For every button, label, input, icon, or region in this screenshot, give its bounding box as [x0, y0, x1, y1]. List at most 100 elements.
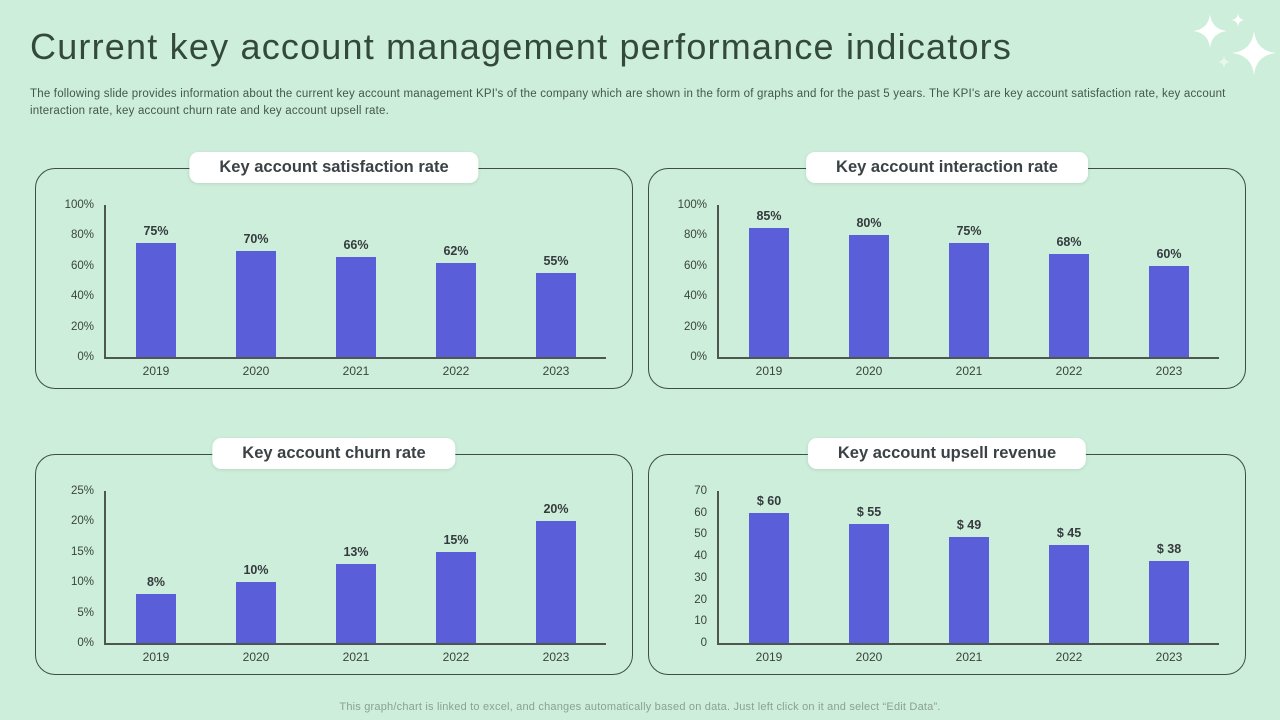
x-axis-tick: 2019 — [755, 364, 783, 378]
y-axis-tick: 0% — [690, 351, 707, 363]
bar — [536, 273, 576, 357]
bar-slot: 68% — [1019, 205, 1119, 357]
bar-value-label: 62% — [443, 243, 469, 258]
page-title: Current key account management performan… — [30, 26, 1013, 67]
bar — [236, 582, 276, 643]
bar-slot: 15% — [406, 491, 506, 643]
x-axis-tick: 2020 — [855, 364, 883, 378]
bar-value-label: 20% — [543, 502, 569, 517]
x-axis-tick: 2023 — [1155, 364, 1183, 378]
chart-title-pill: Key account upsell revenue — [807, 438, 1087, 469]
bar-value-label: 60% — [1156, 246, 1182, 261]
bar-slot: 60% — [1119, 205, 1219, 357]
x-axis-tick: 2022 — [442, 364, 470, 378]
plot-area: $ 60 $ 55 $ 49 $ 45 $ 38 — [717, 491, 1219, 645]
bar-value-label: 70% — [243, 231, 269, 246]
y-axis-tick: 60% — [70, 259, 94, 272]
x-axis: 2019 2020 2021 2022 2023 — [106, 359, 606, 378]
bar-value-label: 80% — [856, 216, 882, 231]
plot-area: 8% 10% 13% 15% 20% — [104, 491, 606, 645]
y-axis: 100% 80% 60% 40% 20% 0% — [669, 199, 717, 363]
y-axis-tick: 40% — [70, 290, 94, 303]
y-axis-tick: 100% — [677, 199, 707, 211]
bar — [1049, 253, 1089, 357]
bar-slot: 62% — [406, 205, 506, 357]
x-axis-tick: 2023 — [1155, 650, 1183, 664]
x-axis-tick: 2021 — [955, 364, 983, 378]
bar-value-label: $ 45 — [1056, 526, 1082, 541]
y-axis: 70 60 50 40 30 20 10 0 — [669, 485, 717, 649]
bar-value-label: $ 38 — [1156, 541, 1182, 556]
x-axis-tick: 2021 — [955, 650, 983, 664]
bar-chart-satisfaction-rate: 100% 80% 60% 40% 20% 0% 75% 70% 66% 62% 55% 2019 202… — [56, 199, 606, 378]
bar-chart-interaction-rate: 100% 80% 60% 40% 20% 0% 85% 80% 75% 68% 60% 2019 202… — [669, 199, 1219, 378]
bar — [949, 243, 989, 357]
y-axis-tick: 0% — [77, 637, 94, 649]
bar-value-label: 15% — [443, 532, 469, 547]
x-axis-tick: 2019 — [142, 650, 170, 664]
bar-value-label: $ 55 — [856, 504, 882, 519]
bar-slot: $ 55 — [819, 491, 919, 643]
x-axis-tick: 2023 — [542, 650, 570, 664]
bar-slot: 80% — [819, 205, 919, 357]
bar-slot: $ 38 — [1119, 491, 1219, 643]
y-axis-tick: 80% — [70, 229, 94, 242]
y-axis-tick: 60% — [683, 259, 707, 272]
bar-value-label: 13% — [343, 544, 369, 559]
sparkle-icon — [1193, 13, 1276, 75]
x-axis-tick: 2021 — [342, 364, 370, 378]
chart-title-pill: Key account satisfaction rate — [189, 152, 479, 183]
bar-slot: $ 60 — [719, 491, 819, 643]
x-axis-tick: 2022 — [442, 650, 470, 664]
x-axis-tick: 2019 — [142, 364, 170, 378]
y-axis-tick: 100% — [64, 199, 94, 211]
bar-slot: 20% — [506, 491, 606, 643]
x-axis-tick: 2023 — [542, 364, 570, 378]
x-axis-tick: 2020 — [855, 650, 883, 664]
bar-value-label: $ 49 — [956, 517, 982, 532]
bar-slot: $ 45 — [1019, 491, 1119, 643]
y-axis: 100% 80% 60% 40% 20% 0% — [56, 199, 104, 363]
y-axis-tick: 0 — [700, 637, 707, 649]
y-axis-tick: 40% — [683, 290, 707, 303]
y-axis-tick: 50 — [694, 528, 707, 541]
y-axis-tick: 20% — [683, 320, 707, 333]
y-axis-tick: 15% — [70, 545, 94, 558]
y-axis-tick: 30 — [694, 571, 707, 584]
plot-area: 85% 80% 75% 68% 60% — [717, 205, 1219, 359]
bar-slot: 66% — [306, 205, 406, 357]
bar-slot: 8% — [106, 491, 206, 643]
chart-title-pill: Key account interaction rate — [806, 152, 1088, 183]
bar-value-label: 75% — [143, 224, 169, 238]
chart-title-pill: Key account churn rate — [212, 438, 456, 469]
y-axis-tick: 60 — [694, 506, 707, 519]
y-axis-tick: 70 — [694, 485, 707, 497]
bar — [336, 563, 376, 643]
y-axis-tick: 20% — [70, 320, 94, 333]
y-axis: 25% 20% 15% 10% 5% 0% — [56, 485, 104, 649]
bar-value-label: 10% — [243, 563, 269, 578]
y-axis-tick: 25% — [70, 485, 94, 497]
bar-value-label: 75% — [956, 224, 982, 238]
bar-value-label: 66% — [343, 237, 369, 252]
plot-area: 75% 70% 66% 62% 55% — [104, 205, 606, 359]
bar — [1149, 265, 1189, 357]
chart-panel-interaction-rate: Key account interaction rate 100% 80% 60% 4… — [648, 152, 1246, 389]
bar-value-label: $ 60 — [756, 493, 782, 508]
bar-slot: 85% — [719, 205, 819, 357]
y-axis-tick: 0% — [77, 351, 94, 363]
bar-chart-upsell-revenue: 70 60 50 40 30 20 10 0 $ 60 $ 55 $ 49 $ 45 $ 38 2019 2… — [669, 485, 1219, 664]
y-axis-tick: 10% — [70, 576, 94, 589]
bar — [436, 262, 476, 357]
x-axis-tick: 2019 — [755, 650, 783, 664]
y-axis-tick: 5% — [77, 606, 94, 619]
bar-value-label: 68% — [1056, 234, 1082, 249]
bar — [749, 512, 789, 643]
bar — [136, 243, 176, 357]
bar — [336, 256, 376, 357]
x-axis: 2019 2020 2021 2022 2023 — [719, 359, 1219, 378]
x-axis-tick: 2020 — [242, 364, 270, 378]
chart-panel-upsell-revenue: Key account upsell revenue 70 60 50 40 30 20 1… — [648, 438, 1246, 675]
bar — [749, 227, 789, 357]
